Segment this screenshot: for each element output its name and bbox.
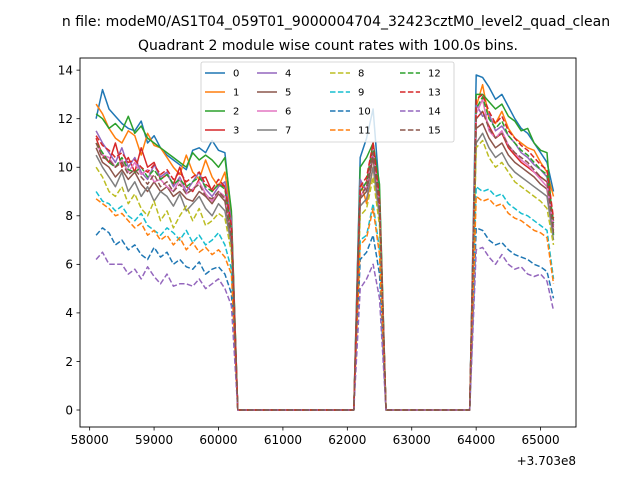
axes-frame bbox=[79, 57, 577, 428]
x-tick-label: 62000 bbox=[328, 433, 366, 447]
legend-label-1: 1 bbox=[233, 88, 239, 99]
y-tick-label: 12 bbox=[58, 112, 73, 126]
y-tick-label: 0 bbox=[65, 403, 73, 417]
series-line-3 bbox=[95, 110, 555, 411]
legend-label-4: 4 bbox=[285, 69, 291, 80]
series-line-10 bbox=[95, 227, 555, 411]
x-tick-label: 58000 bbox=[71, 433, 109, 447]
plot-lines bbox=[95, 74, 555, 411]
legend-label-9: 9 bbox=[358, 88, 364, 99]
series-line-14 bbox=[95, 246, 555, 411]
legend-label-13: 13 bbox=[428, 88, 441, 99]
x-tick-label: 60000 bbox=[199, 433, 237, 447]
legend-label-3: 3 bbox=[233, 126, 239, 137]
y-tick-label: 4 bbox=[65, 306, 73, 320]
legend-label-15: 15 bbox=[428, 126, 441, 137]
y-axis: 0 2 4 6 8 10 12 14 bbox=[58, 63, 80, 417]
x-offset-label: +3.703e8 bbox=[517, 454, 576, 468]
legend-label-0: 0 bbox=[233, 69, 239, 80]
x-tick-label: 59000 bbox=[135, 433, 173, 447]
legend-box bbox=[200, 61, 455, 143]
legend-label-11: 11 bbox=[358, 126, 371, 137]
series-line-8 bbox=[95, 139, 555, 411]
series-line-11 bbox=[95, 195, 555, 411]
series-line-5 bbox=[95, 122, 555, 411]
legend-label-10: 10 bbox=[358, 107, 371, 118]
legend-label-14: 14 bbox=[428, 107, 441, 118]
legend-label-5: 5 bbox=[285, 88, 291, 99]
x-axis: 58000 59000 60000 61000 62000 63000 64000 65000 bbox=[71, 427, 560, 447]
legend-label-12: 12 bbox=[428, 69, 441, 80]
series-line-7 bbox=[95, 132, 555, 411]
legend-label-6: 6 bbox=[285, 107, 291, 118]
x-tick-label: 64000 bbox=[457, 433, 495, 447]
figure-suptitle: n file: modeM0/AS1T04_059T01_9000004704_… bbox=[62, 14, 610, 30]
chart-title: Quadrant 2 module wise count rates with … bbox=[138, 38, 518, 54]
y-tick-label: 8 bbox=[65, 209, 73, 223]
legend-label-7: 7 bbox=[285, 126, 291, 137]
x-tick-label: 65000 bbox=[521, 433, 559, 447]
legend-label-2: 2 bbox=[233, 107, 239, 118]
y-tick-label: 14 bbox=[58, 63, 73, 77]
y-tick-label: 10 bbox=[58, 161, 73, 175]
x-tick-label: 63000 bbox=[393, 433, 431, 447]
y-tick-label: 6 bbox=[65, 258, 73, 272]
x-tick-label: 61000 bbox=[264, 433, 302, 447]
y-tick-label: 2 bbox=[65, 355, 73, 369]
series-line-15 bbox=[95, 110, 555, 411]
series-line-9 bbox=[95, 185, 555, 411]
series-line-12 bbox=[95, 96, 555, 411]
series-line-4 bbox=[95, 103, 555, 411]
legend-label-8: 8 bbox=[358, 69, 364, 80]
